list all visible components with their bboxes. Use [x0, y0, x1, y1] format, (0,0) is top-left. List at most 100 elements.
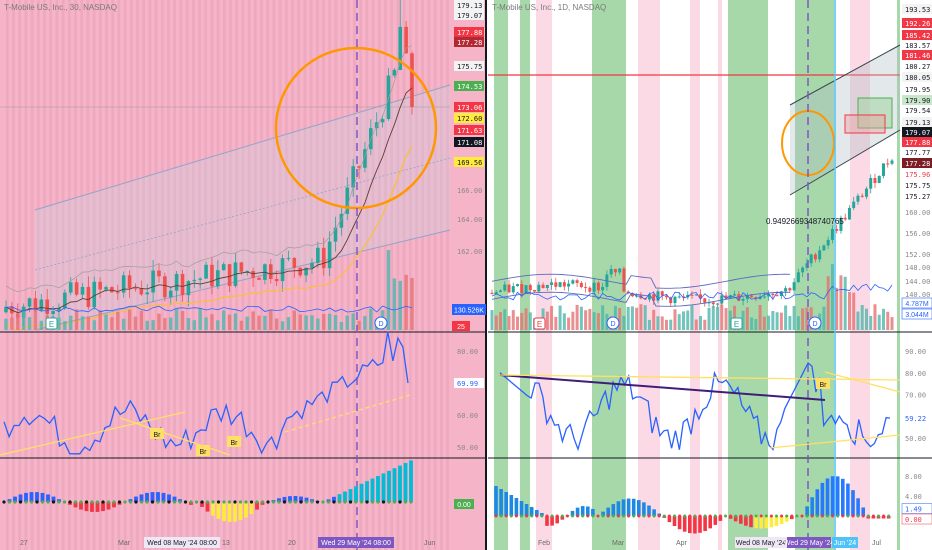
left-hist-dot	[18, 500, 23, 504]
left-hist-dot	[227, 500, 232, 504]
right-time-axis[interactable]: Feb Mar Apr Jul Wed 08 May '24 Wed 29 Ma…	[538, 537, 881, 548]
left-volume-bar	[298, 314, 302, 330]
left-hist-dot	[376, 500, 380, 504]
right-pink-band	[850, 0, 870, 550]
left-candle	[374, 112, 379, 137]
right-candle	[813, 252, 817, 263]
left-hist-badge	[454, 499, 474, 509]
right-hist-dot	[795, 514, 799, 518]
left-price-axis[interactable]: 179.13 179.07 177.88 177.28 175.75 174.53 173.…	[454, 0, 484, 256]
right-hist-bar	[504, 492, 508, 516]
left-osc-trendline-3	[284, 394, 411, 433]
right-hist-dot	[703, 514, 707, 518]
svg-text:D: D	[610, 321, 615, 328]
right-volume-bar	[784, 305, 788, 330]
right-price-axis[interactable]: 193.53 192.26 185.42 183.57 181.46 180.27 180.…	[902, 4, 932, 299]
left-volume-bar	[198, 308, 202, 330]
svg-text:Jun: Jun	[424, 540, 435, 547]
right-hist-bar	[769, 516, 774, 528]
right-volume-bar	[490, 310, 494, 330]
left-volume-bar	[74, 309, 79, 330]
left-hist-dot	[183, 500, 188, 504]
left-volume-bar	[327, 313, 332, 330]
left-hist-bar	[238, 502, 243, 521]
left-candle	[198, 277, 202, 289]
right-candle	[805, 258, 809, 272]
left-hist-bar	[139, 494, 144, 502]
left-volume-bar	[322, 314, 326, 330]
right-candle	[822, 244, 826, 252]
right-osc-axis[interactable]: 90.00 80.00 70.00 59.22 50.00 8.00 4.00 1.49 0.0…	[901, 348, 932, 525]
right-volume-bar	[873, 304, 877, 330]
right-pink-band	[718, 0, 722, 550]
right-volume-bar	[877, 314, 881, 330]
left-candle	[145, 283, 150, 305]
left-hist-dot	[392, 500, 397, 504]
right-price-label: 180.05	[905, 74, 930, 82]
left-time-axis[interactable]: 27 Mar 13 20 Jun Wed 08 May '24 08:00 We…	[20, 537, 435, 548]
left-hist-dot	[2, 500, 6, 504]
right-chart-header: T-Mobile US, Inc., 1D, NASDAQ	[492, 3, 606, 12]
left-candle	[151, 259, 155, 303]
left-event-markers[interactable]: E D	[45, 316, 388, 330]
left-volume-bars	[4, 250, 414, 330]
right-volume-bar	[716, 307, 720, 330]
left-candle	[251, 267, 255, 287]
left-price-label: 173.06	[457, 104, 482, 112]
right-br-tag: Br	[820, 382, 828, 389]
left-br-tags: Br Br Br	[150, 428, 241, 456]
left-hist-dot	[370, 500, 375, 504]
right-hist-bar	[637, 500, 641, 516]
left-candles	[4, 0, 414, 327]
right-volume-bar	[562, 313, 566, 330]
right-hist-dot	[637, 514, 641, 518]
right-hist-bar	[545, 516, 549, 526]
right-candle	[724, 292, 728, 299]
svg-text:Wed 29 May '24: Wed 29 May '24	[784, 540, 834, 547]
left-candle	[392, 67, 397, 78]
right-price-label-bg	[902, 147, 932, 157]
left-hist-dot	[249, 500, 254, 504]
right-volume-bar	[843, 276, 847, 330]
left-candle	[345, 177, 350, 221]
right-candle	[533, 289, 537, 293]
left-hist-dot	[167, 500, 171, 504]
right-hist-bar	[851, 490, 855, 516]
left-volume-bar	[16, 313, 20, 330]
left-hist-bar	[222, 502, 226, 521]
left-hist-dot	[24, 500, 28, 504]
left-candle	[268, 258, 273, 284]
right-candle	[507, 279, 511, 294]
right-candle	[864, 186, 868, 200]
right-hist-bar	[529, 507, 534, 516]
right-osc-trendline-yellow-3	[769, 434, 901, 449]
right-green-band	[592, 0, 626, 550]
right-hist-dot	[530, 514, 534, 518]
left-volume-bar	[386, 250, 391, 330]
right-hist-label: 4.00	[905, 493, 922, 501]
right-volume-bar	[771, 311, 775, 330]
left-hist-dot	[216, 500, 221, 504]
left-hist-bar	[403, 463, 408, 502]
left-volume-bar	[157, 313, 161, 330]
left-osc-axis[interactable]: 80.00 69.99 60.00 50.00	[454, 348, 484, 452]
right-price-label-bg	[902, 95, 932, 105]
left-hist-bar	[244, 502, 248, 518]
right-volume-bar	[762, 316, 766, 330]
left-hist-bar	[40, 492, 45, 502]
left-hist-bar	[84, 502, 89, 512]
right-volume-bar	[847, 291, 851, 330]
right-candle	[613, 268, 617, 277]
right-hist-bar	[514, 498, 519, 516]
right-hist-dot	[698, 514, 702, 518]
left-hist-dot	[90, 500, 94, 504]
right-volume-bar	[886, 311, 890, 330]
left-candle	[204, 261, 208, 279]
left-hist-bar	[161, 492, 166, 502]
right-event-markers[interactable]: E D E D	[533, 316, 822, 330]
right-hist-bar	[499, 489, 503, 516]
right-candle	[584, 282, 588, 293]
right-green-band	[795, 0, 834, 550]
right-volume-bar	[643, 305, 647, 330]
